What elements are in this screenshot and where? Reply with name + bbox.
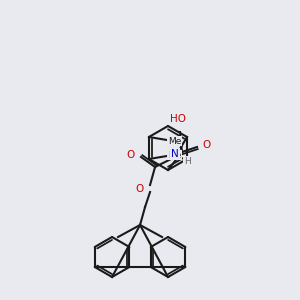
Text: Me: Me [168,151,181,160]
Text: H: H [184,157,191,166]
Text: Me: Me [168,136,181,146]
Text: O: O [136,184,144,194]
Text: O: O [202,140,210,150]
Text: O: O [127,150,135,160]
Text: HO: HO [170,114,186,124]
Text: N: N [171,149,179,159]
